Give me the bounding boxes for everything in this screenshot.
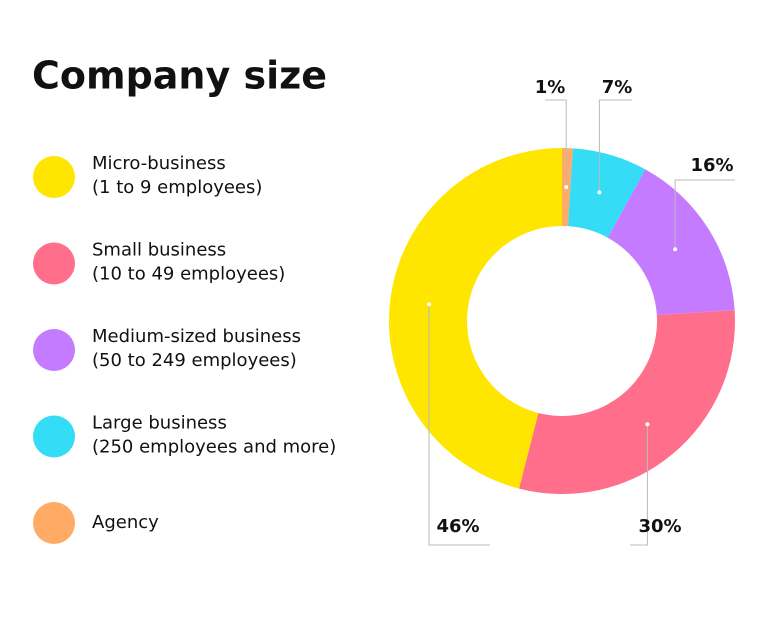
- value-label: 7%: [602, 77, 633, 98]
- leader-line: [428, 304, 490, 546]
- leader-dot: [564, 185, 569, 190]
- legend-label: Micro-business: [92, 153, 226, 174]
- leader-line: [545, 99, 567, 188]
- value-label: 16%: [690, 155, 733, 176]
- legend-label: Small business: [92, 240, 226, 261]
- donut-slice: [518, 310, 736, 494]
- legend-swatch: [33, 329, 75, 371]
- leader-dot: [427, 302, 432, 307]
- legend-note: (250 employees and more): [92, 437, 336, 458]
- value-label: 30%: [638, 516, 681, 537]
- legend-swatch: [33, 415, 75, 458]
- legend-note: (1 to 9 employees): [92, 177, 262, 198]
- legend-swatch: [33, 156, 75, 198]
- legend-note: (10 to 49 employees): [92, 264, 285, 285]
- chart-title: Company size: [32, 54, 327, 98]
- donut-slice: [567, 148, 646, 238]
- legend-label: Agency: [92, 512, 159, 533]
- leader-line: [598, 99, 632, 193]
- leader-line: [674, 179, 735, 250]
- value-label: 1%: [535, 77, 566, 98]
- legend-swatch: [33, 242, 75, 285]
- leader-dot: [597, 190, 602, 195]
- value-label: 46%: [436, 516, 479, 537]
- legend-label: Medium-sized business: [92, 326, 301, 347]
- leader-dot: [645, 422, 650, 427]
- donut-slice: [607, 169, 735, 316]
- legend-label: Large business: [92, 413, 227, 434]
- legend-note: (50 to 249 employees): [92, 350, 297, 371]
- leader-line: [630, 424, 648, 546]
- legend-swatch: [33, 502, 75, 544]
- leader-dot: [673, 247, 678, 252]
- donut-slice: [388, 148, 562, 489]
